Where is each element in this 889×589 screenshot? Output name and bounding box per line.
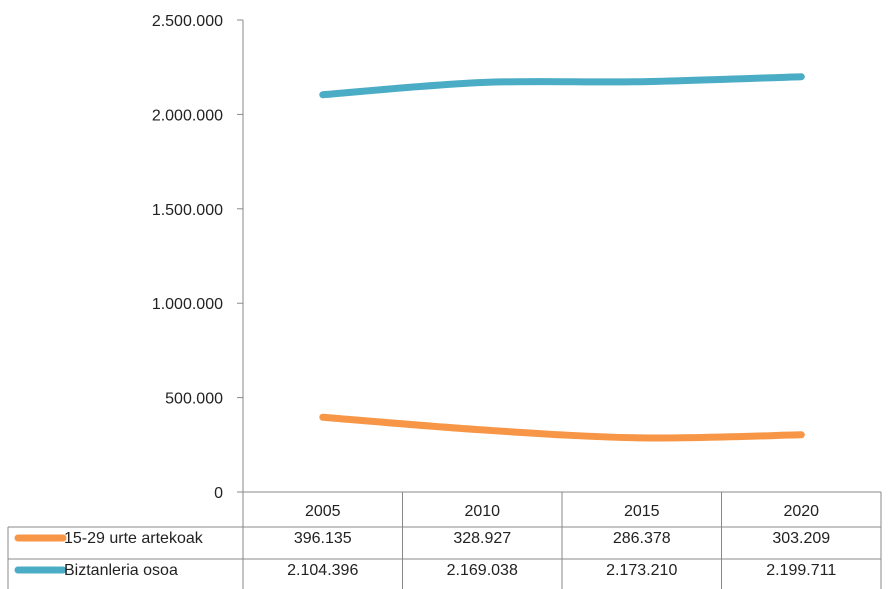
data-table-value: 2.199.711: [766, 562, 836, 579]
y-tick-label: 0: [214, 485, 223, 502]
y-tick-label: 2.500.000: [152, 13, 223, 30]
series-line: [319, 413, 805, 442]
data-table-value: 396.135: [294, 530, 352, 547]
x-category-label: 2020: [783, 503, 819, 520]
data-table-value: 2.104.396: [287, 562, 358, 579]
legend-label: 15-29 urte artekoak: [64, 530, 204, 547]
y-tick-label: 1.500.000: [152, 202, 223, 219]
y-tick-label: 2.000.000: [152, 107, 223, 124]
legend-label: Biztanleria osoa: [64, 562, 178, 579]
data-table-value: 2.173.210: [606, 562, 677, 579]
data-table-value: 2.169.038: [447, 562, 518, 579]
series-line: [319, 73, 805, 99]
y-tick-label: 500.000: [165, 391, 223, 408]
data-table-value: 286.378: [613, 530, 671, 547]
x-category-label: 2010: [464, 503, 500, 520]
x-category-label: 2015: [624, 503, 660, 520]
data-table-value: 303.209: [772, 530, 830, 547]
x-category-label: 2005: [305, 503, 341, 520]
data-table-value: 328.927: [453, 530, 511, 547]
y-tick-label: 1.000.000: [152, 296, 223, 313]
